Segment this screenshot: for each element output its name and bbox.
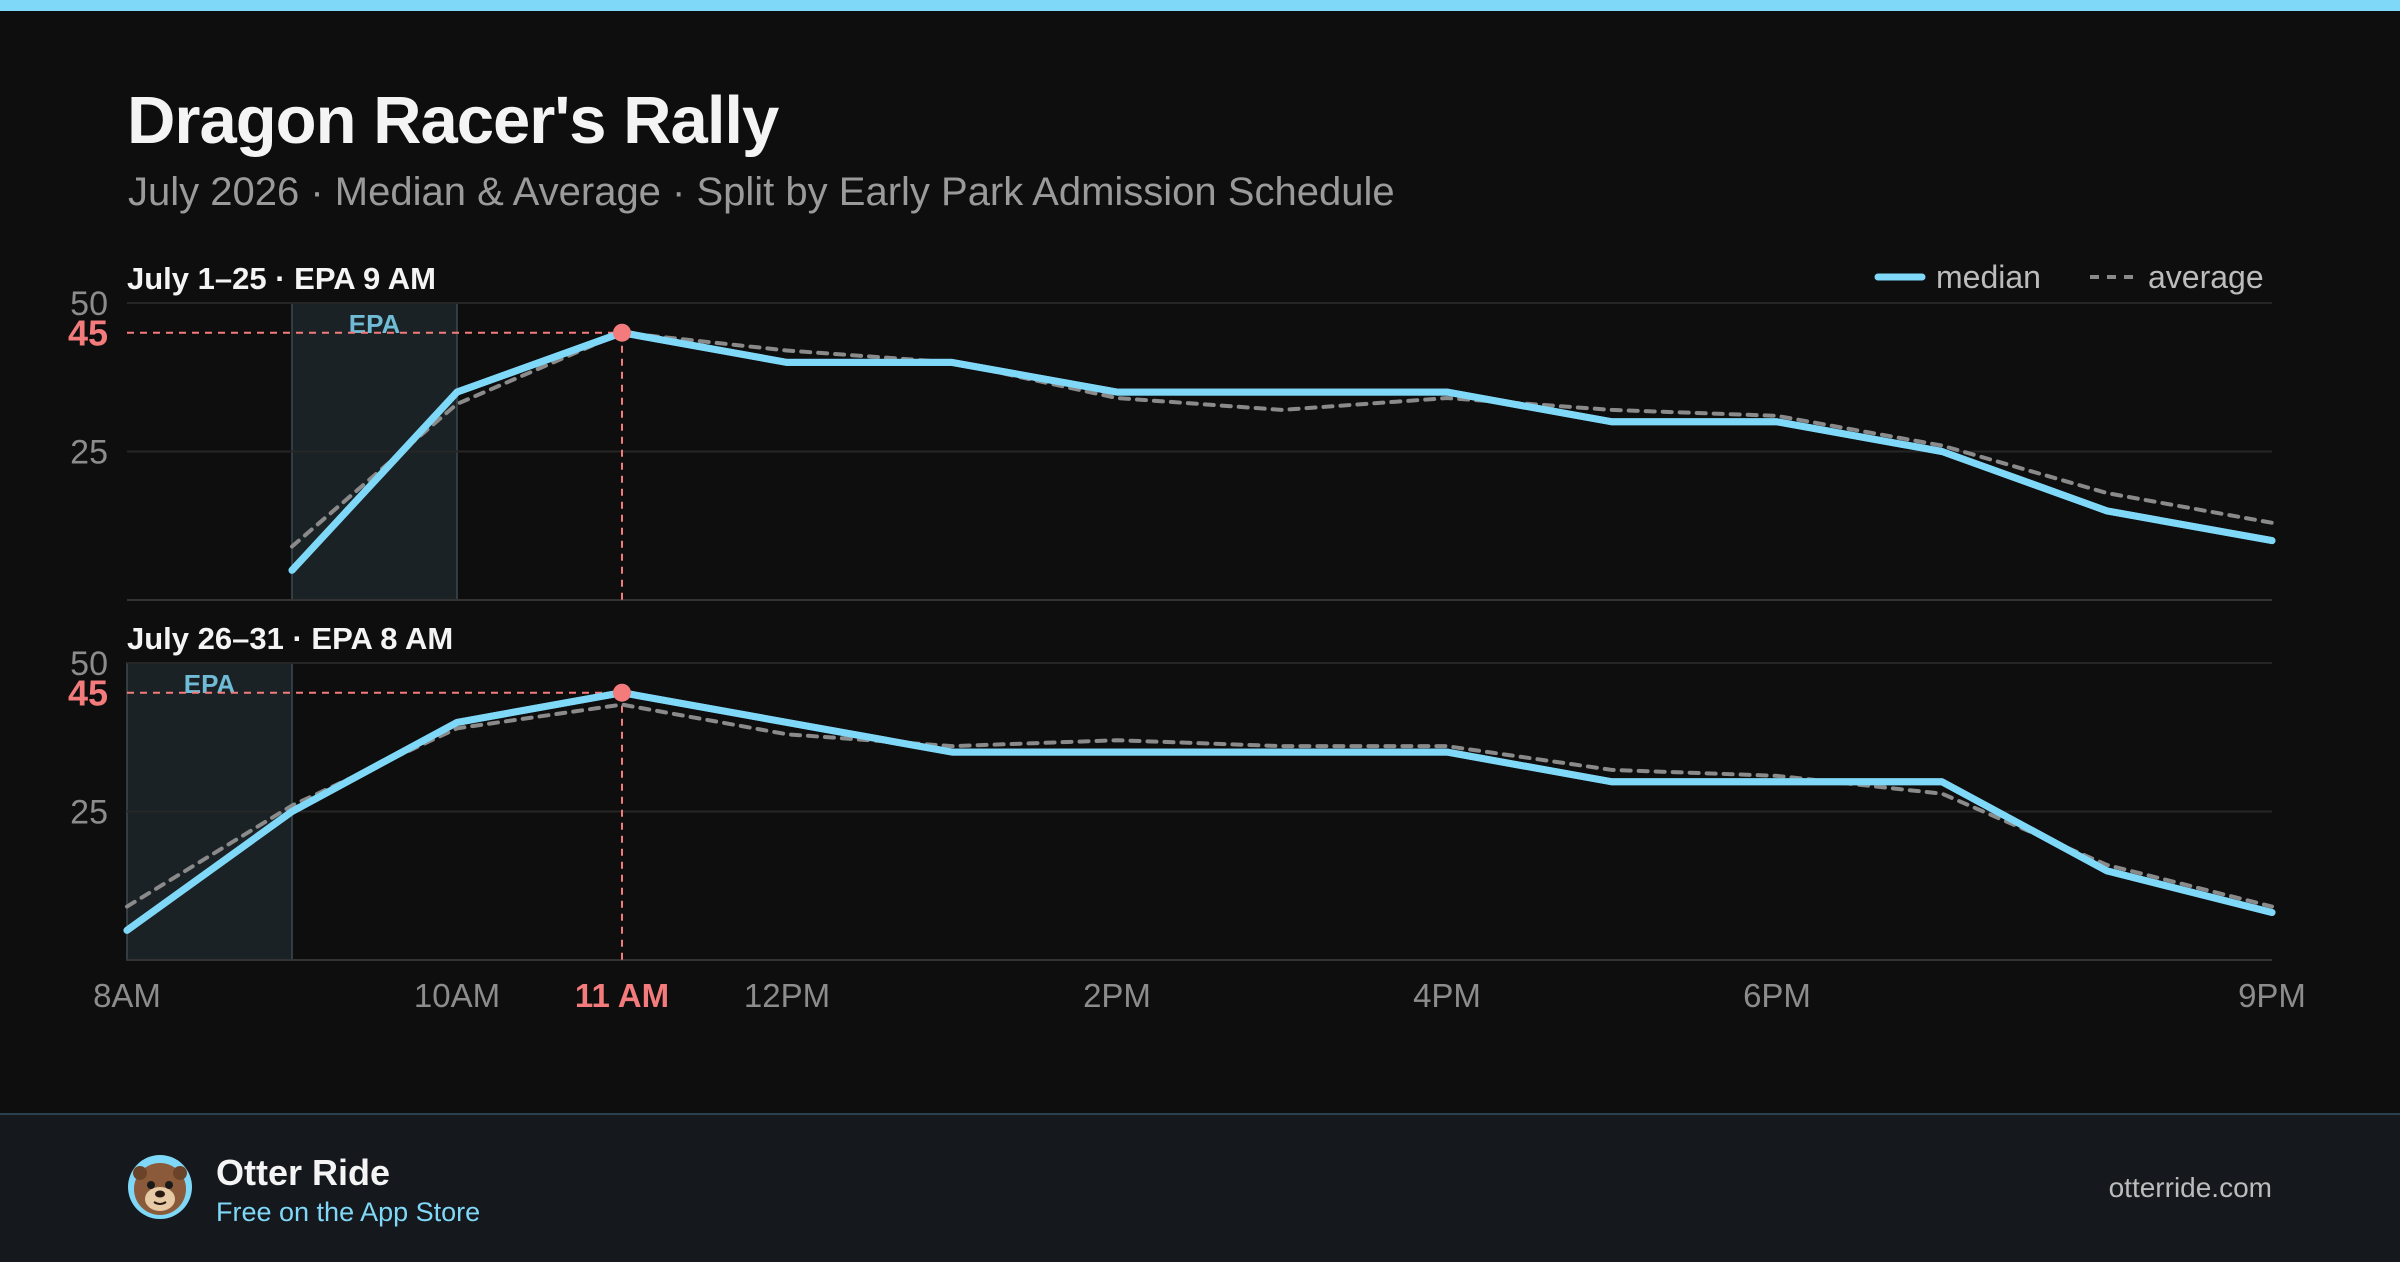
peak-marker [613,683,631,702]
footer: Otter Ride Free on the App Store otterri… [0,1113,2400,1262]
brand-name: Otter Ride [216,1152,391,1193]
page-title: Dragon Racer's Rally [127,83,779,158]
otter-avatar-icon [128,1155,192,1219]
y-tick-label: 50 [70,285,108,323]
page-subtitle: July 2026 · Median & Average · Split by … [128,170,1395,214]
panel-title: July 26–31 · EPA 8 AM [127,621,453,656]
x-tick-label: 8AM [93,977,161,1014]
peak-value-label: 45 [68,313,108,354]
x-tick-label: 6PM [1743,977,1811,1014]
top-accent-bar [0,0,2400,11]
x-tick-label: 10AM [414,977,500,1014]
y-tick-label: 25 [70,794,108,832]
epa-band-label: EPA [184,669,236,699]
x-tick-label: 12PM [744,977,830,1014]
website-link[interactable]: otterride.com [2108,1172,2272,1203]
x-tick-label: 4PM [1413,977,1481,1014]
y-tick-label: 50 [70,645,108,683]
epa-band-label: EPA [349,309,401,339]
panel-title: July 1–25 · EPA 9 AM [127,261,436,296]
peak-value-label: 45 [68,673,108,714]
series-line-median-top [123,689,2276,934]
x-tick-label: 9PM [2238,977,2306,1014]
series-line-average [125,702,2274,909]
x-tick-label: 2PM [1083,977,1151,1014]
series-line-average [290,330,2274,549]
brand-tagline[interactable]: Free on the App Store [216,1197,481,1227]
x-tick-label: 11 AM [575,977,669,1014]
peak-marker [613,323,631,342]
y-tick-label: 25 [70,434,108,472]
legend-average-label: average [2148,259,2264,295]
legend-median-label: median [1936,259,2041,295]
wait-time-chart: EPA 50 25 July 1–25 · EPA 9 AM 45 EPA 50 25 July… [68,259,2306,1014]
